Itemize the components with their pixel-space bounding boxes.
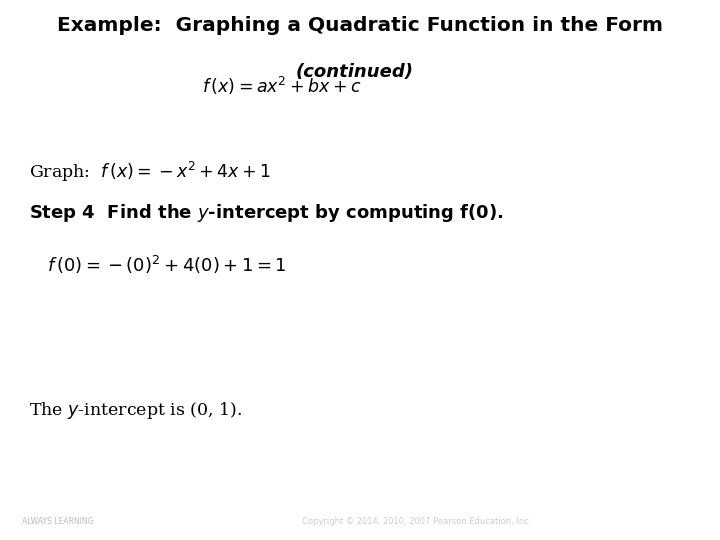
Text: (continued): (continued) bbox=[295, 63, 413, 81]
Text: ALWAYS LEARNING: ALWAYS LEARNING bbox=[22, 517, 93, 526]
Text: Step 4  Find the $\mathit{y}$-intercept by computing f(0).: Step 4 Find the $\mathit{y}$-intercept b… bbox=[29, 202, 503, 224]
Text: Graph:  $f\,(x) = -x^2 + 4x + 1$: Graph: $f\,(x) = -x^2 + 4x + 1$ bbox=[29, 160, 271, 184]
Text: 16: 16 bbox=[680, 515, 696, 528]
Text: The $y$-intercept is (0, 1).: The $y$-intercept is (0, 1). bbox=[29, 400, 242, 421]
Text: $f\,(0) = -(0)^2 + 4(0) + 1 = 1$: $f\,(0) = -(0)^2 + 4(0) + 1 = 1$ bbox=[47, 254, 287, 276]
Text: $f\,(x) = ax^2 + bx + c$: $f\,(x) = ax^2 + bx + c$ bbox=[202, 75, 361, 97]
Text: PEARSON: PEARSON bbox=[576, 515, 662, 529]
Text: Copyright © 2014, 2010, 2007 Pearson Education, Inc.: Copyright © 2014, 2010, 2007 Pearson Edu… bbox=[302, 517, 532, 526]
Text: Example:  Graphing a Quadratic Function in the Form: Example: Graphing a Quadratic Function i… bbox=[57, 16, 663, 35]
